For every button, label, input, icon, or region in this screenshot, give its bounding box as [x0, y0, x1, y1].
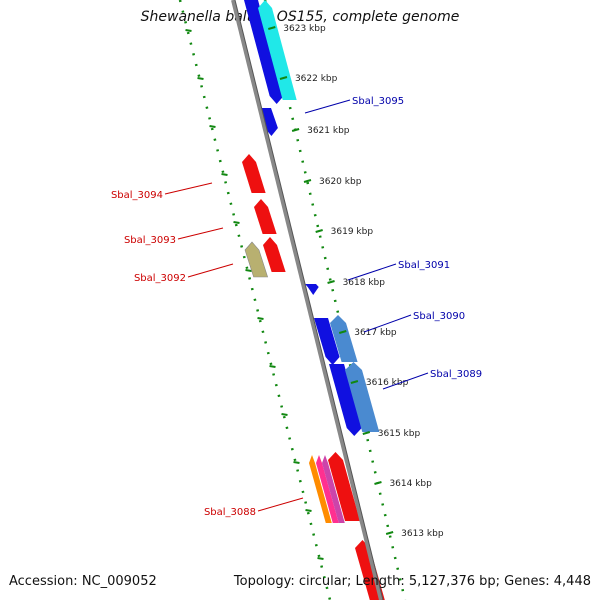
dotted-guide-line — [178, 0, 332, 600]
gene-label-sbal_3090: Sbal_3090 — [413, 311, 465, 322]
gene-leader-line — [177, 227, 224, 240]
kbp-tick-mark — [315, 229, 323, 233]
map-title: Shewanella baltica OS155, complete genom… — [140, 9, 460, 25]
gene-feature-reverse — [328, 452, 361, 521]
gene-feature-reverse — [254, 199, 277, 234]
guide-dash — [245, 269, 252, 272]
gene-leader-line — [164, 182, 213, 195]
gene-feature-forward — [244, 0, 284, 104]
gene-label-sbal_3092: Sbal_3092 — [134, 273, 186, 284]
kbp-tick-mark — [279, 76, 288, 80]
guide-dash — [185, 29, 192, 32]
gene-leader-line — [187, 263, 234, 278]
kbp-tick-mark — [338, 330, 347, 334]
accession-text: Accession: NC_009052 — [9, 574, 157, 589]
kbp-tick-label: 3613 kbp — [401, 529, 444, 539]
backbone-edge — [234, 0, 384, 600]
guide-dash — [221, 173, 228, 176]
guide-dash — [317, 557, 324, 560]
gene-feature-forward — [305, 284, 319, 295]
gene-feature-reverse-magenta — [322, 455, 345, 523]
gene-label-sbal_3094: Sbal_3094 — [111, 190, 163, 201]
kbp-tick-mark — [374, 481, 382, 485]
gene-label-sbal_3089: Sbal_3089 — [430, 369, 482, 380]
gene-feature-reverse-olive — [244, 241, 269, 278]
gene-feature-reverse-pink — [316, 455, 339, 523]
guide-dash — [305, 509, 312, 512]
guide-dash — [197, 77, 204, 80]
kbp-tick-label: 3622 kbp — [295, 74, 338, 84]
gene-feature-reverse-orange — [309, 455, 332, 523]
kbp-tick-mark — [291, 128, 300, 132]
gene-feature-forward-steelblue — [345, 362, 380, 432]
gene-label-sbal_3088: Sbal_3088 — [204, 507, 256, 518]
kbp-tick-label: 3618 kbp — [343, 278, 386, 288]
gene-leader-line — [382, 372, 429, 390]
gene-feature-forward — [329, 364, 362, 436]
kbp-tick-mark — [327, 280, 335, 284]
gene-label-sbal_3093: Sbal_3093 — [124, 235, 176, 246]
kbp-tick-mark — [350, 380, 359, 384]
kbp-tick-mark — [362, 431, 371, 435]
guide-dash — [209, 125, 216, 128]
kbp-tick-label: 3619 kbp — [331, 227, 374, 237]
gene-leader-line — [304, 99, 351, 114]
guide-dash — [269, 365, 276, 368]
gene-feature-forward — [314, 318, 340, 365]
gene-feature-forward-cyan — [258, 0, 297, 100]
kbp-tick-label: 3614 kbp — [389, 479, 432, 489]
genome-summary-text: Topology: circular; Length: 5,127,376 bp… — [233, 574, 591, 589]
kbp-tick-label: 3616 kbp — [366, 378, 409, 388]
guide-dash — [233, 221, 240, 224]
kbp-tick-label: 3620 kbp — [319, 177, 362, 187]
kbp-tick-label: 3617 kbp — [354, 328, 397, 338]
kbp-tick-label: 3615 kbp — [378, 429, 421, 439]
kbp-tick-label: 3623 kbp — [283, 24, 326, 34]
guide-dash — [281, 413, 288, 416]
kbp-tick-mark — [303, 179, 312, 183]
gene-leader-line — [363, 314, 412, 333]
gene-label-sbal_3095: Sbal_3095 — [352, 96, 404, 107]
gene-feature-reverse — [263, 237, 286, 272]
guide-dash — [293, 461, 300, 464]
kbp-tick-mark — [385, 531, 394, 535]
backbone-line — [231, 0, 383, 600]
gene-leader-line — [257, 497, 304, 512]
gene-label-sbal_3091: Sbal_3091 — [398, 260, 450, 271]
gene-leader-line — [347, 263, 397, 281]
gene-feature-reverse — [242, 154, 266, 193]
gene-feature-forward-steelblue — [330, 315, 358, 362]
guide-dash — [257, 317, 264, 320]
kbp-tick-label: 3621 kbp — [307, 126, 350, 136]
kbp-tick-mark — [268, 26, 276, 30]
dotted-guide-line — [263, 0, 407, 600]
